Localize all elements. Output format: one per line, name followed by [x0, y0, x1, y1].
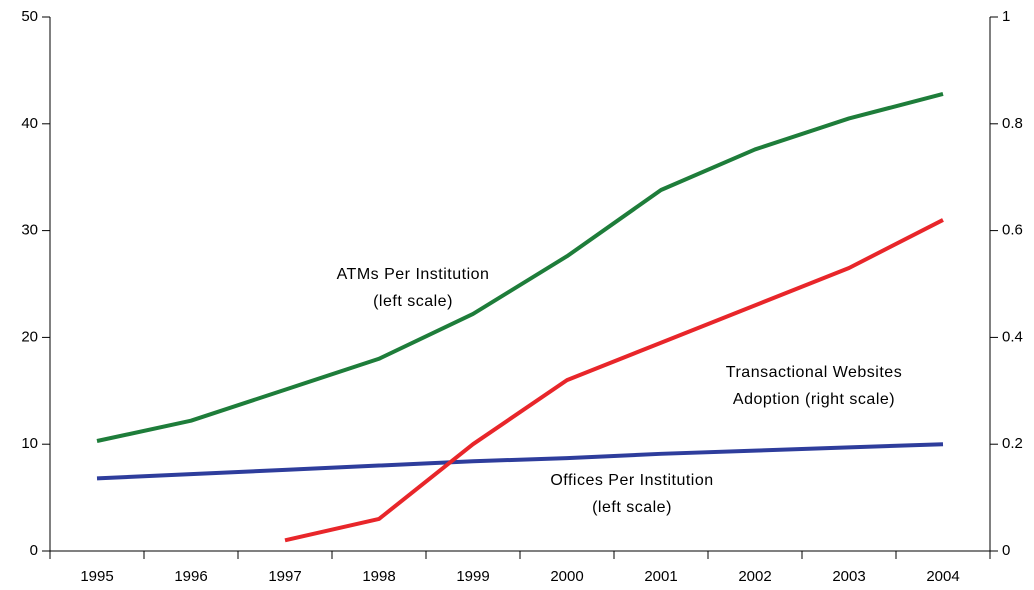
x-tick-label: 1995 — [80, 568, 113, 585]
y2-tick-label: 0.8 — [1002, 115, 1023, 132]
y-tick-label: 0 — [30, 542, 38, 559]
y2-tick-label: 0 — [1002, 542, 1010, 559]
x-tick-label: 2003 — [832, 568, 865, 585]
y-tick-label: 40 — [21, 115, 38, 132]
x-tick-label: 2004 — [926, 568, 959, 585]
x-tick-label: 1997 — [268, 568, 301, 585]
annotation: (left scale) — [592, 499, 672, 516]
series-line — [96, 91, 944, 443]
annotation: Adoption (right scale) — [733, 391, 895, 408]
series-line — [96, 442, 944, 481]
y-tick-label: 50 — [21, 8, 38, 25]
annotation: (left scale) — [373, 293, 453, 310]
x-tick-label: 1996 — [174, 568, 207, 585]
y-tick-label: 10 — [21, 435, 38, 452]
x-tick-label: 1998 — [362, 568, 395, 585]
series-line — [284, 218, 944, 543]
y-tick-label: 30 — [21, 222, 38, 239]
y2-tick-label: 0.6 — [1002, 222, 1023, 239]
y2-tick-label: 0.4 — [1002, 328, 1023, 345]
y2-tick-label: 1 — [1002, 8, 1010, 25]
x-tick-label: 2000 — [550, 568, 583, 585]
x-tick-label: 2001 — [644, 568, 677, 585]
y-tick-label: 20 — [21, 328, 38, 345]
y2-tick-label: 0.2 — [1002, 435, 1023, 452]
x-tick-label: 1999 — [456, 568, 489, 585]
x-tick-label: 2002 — [738, 568, 771, 585]
annotation: ATMs Per Institution — [337, 266, 490, 283]
annotation: Offices Per Institution — [550, 472, 713, 489]
annotation: Transactional Websites — [726, 364, 902, 381]
